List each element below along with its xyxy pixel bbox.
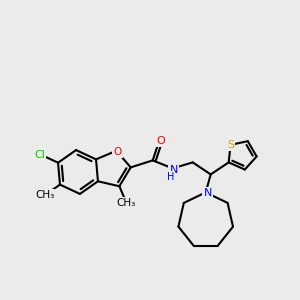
Text: CH₃: CH₃ (36, 190, 55, 200)
Text: N: N (203, 188, 212, 198)
Text: CH₃: CH₃ (117, 198, 136, 208)
Text: H: H (167, 172, 174, 182)
Text: S: S (227, 140, 234, 150)
Text: O: O (156, 136, 165, 146)
Text: N: N (169, 165, 178, 176)
Text: O: O (113, 147, 122, 157)
Text: Cl: Cl (34, 150, 45, 160)
